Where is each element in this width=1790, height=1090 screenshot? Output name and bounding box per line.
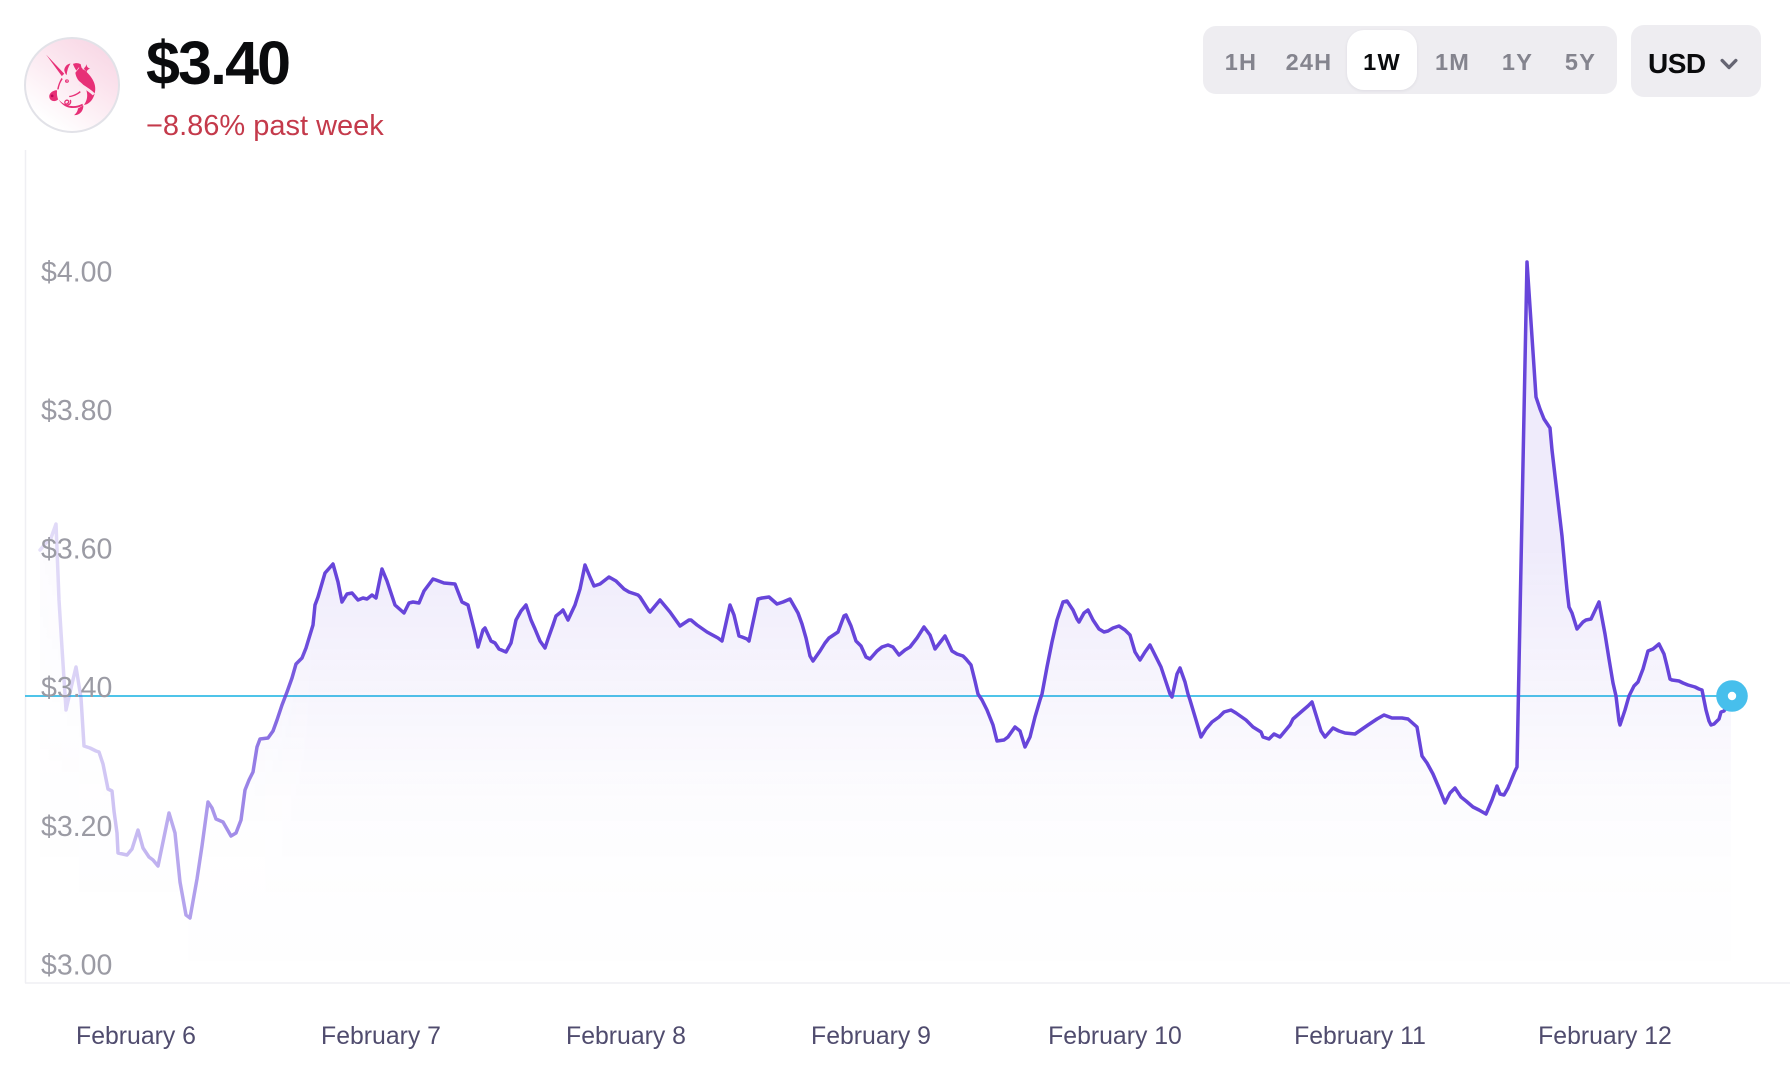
svg-text:February 11: February 11 bbox=[1294, 1023, 1426, 1050]
svg-text:February 8: February 8 bbox=[566, 1023, 686, 1050]
svg-text:$3.60: $3.60 bbox=[41, 534, 112, 566]
svg-text:February 10: February 10 bbox=[1048, 1023, 1182, 1050]
svg-text:$4.00: $4.00 bbox=[41, 256, 112, 288]
svg-text:February 12: February 12 bbox=[1538, 1023, 1672, 1050]
svg-text:$3.40: $3.40 bbox=[41, 672, 112, 704]
svg-text:February 7: February 7 bbox=[321, 1023, 441, 1050]
svg-text:$3.00: $3.00 bbox=[41, 949, 112, 981]
svg-text:$3.20: $3.20 bbox=[41, 811, 112, 843]
svg-text:$3.80: $3.80 bbox=[41, 395, 112, 427]
svg-text:February 9: February 9 bbox=[811, 1023, 931, 1050]
svg-text:February 6: February 6 bbox=[76, 1023, 196, 1050]
